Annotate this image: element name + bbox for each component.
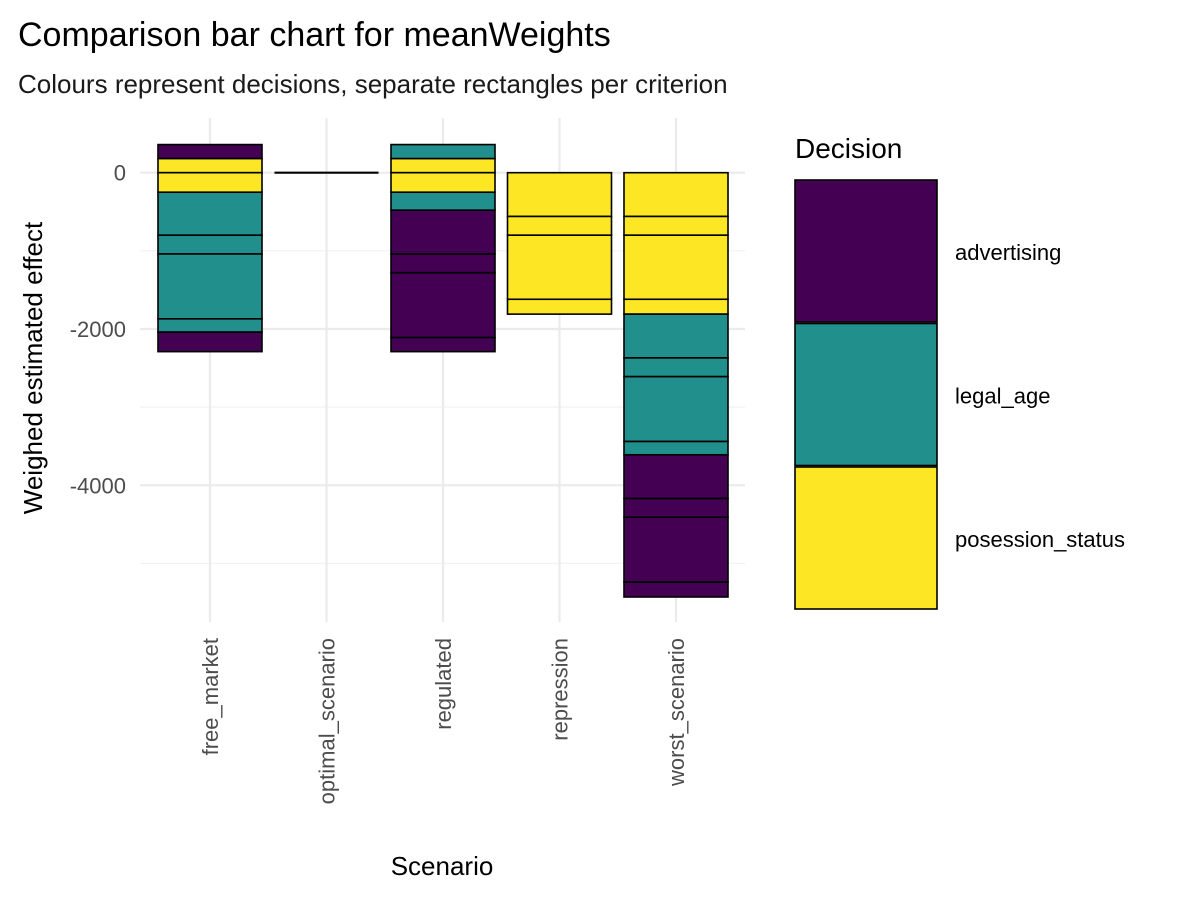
bar-segment: [623, 357, 729, 378]
bar-segment: [390, 171, 496, 194]
x-axis-ticks: free_market optimal_scenario regulated repr…: [198, 638, 689, 804]
bar-segment: [390, 253, 496, 274]
bar-segment: [623, 453, 729, 500]
bar-segment: [390, 209, 496, 255]
bar-segment: [157, 191, 263, 237]
bar-segment: [390, 157, 496, 174]
bar-segment: [157, 318, 263, 333]
bar-segment: [157, 171, 263, 194]
bar-segment: [157, 143, 263, 160]
x-tick-label: optimal_scenario: [315, 638, 340, 804]
bar-segment: [157, 157, 263, 174]
bar-segment: [623, 215, 729, 237]
bar-segment: [157, 234, 263, 255]
y-tick-label: -2000: [70, 317, 126, 342]
bar-segment: [506, 215, 613, 237]
legend-label: advertising: [955, 240, 1061, 265]
bar-segment: [623, 234, 729, 301]
chart-title: Comparison bar chart for meanWeights: [18, 16, 611, 54]
bars: [157, 143, 729, 598]
bar-segment: [390, 336, 496, 353]
bar-segment: [390, 271, 496, 339]
bar-segment: [390, 191, 496, 212]
legend-key: [794, 322, 938, 467]
bar-segment: [506, 298, 613, 315]
x-tick-label: free_market: [198, 638, 223, 755]
bar-segment: [506, 171, 613, 218]
bar-segment: [623, 171, 729, 218]
y-axis-title: Weighed estimated effect: [18, 221, 48, 514]
legend-label: legal_age: [955, 383, 1050, 408]
bar-segment: [623, 581, 729, 598]
legend-label: posession_status: [955, 527, 1125, 552]
y-axis-ticks: 0 -2000 -4000: [70, 161, 126, 499]
x-tick-label: repression: [548, 638, 573, 741]
legend: Decision advertising legal_age posession_s…: [794, 133, 1125, 610]
legend-title: Decision: [795, 133, 902, 164]
bar-segment: [506, 234, 613, 301]
x-axis-title: Scenario: [391, 851, 494, 881]
bar-segment: [390, 143, 496, 160]
y-tick-label: -4000: [70, 473, 126, 498]
x-tick-label: regulated: [431, 638, 456, 730]
y-tick-label: 0: [114, 161, 126, 186]
bar-segment: [623, 516, 729, 583]
bar-segment: [623, 497, 729, 519]
bar-segment: [623, 298, 729, 315]
bar-segment: [623, 375, 729, 443]
bar-segment: [623, 440, 729, 456]
legend-key: [794, 466, 938, 610]
bar-segment: [157, 253, 263, 320]
legend-key: [794, 179, 938, 323]
bar-segment: [157, 331, 263, 353]
chart-subtitle: Colours represent decisions, separate re…: [18, 69, 728, 99]
x-tick-label: worst_scenario: [664, 638, 689, 787]
bar-segment: [623, 313, 729, 359]
